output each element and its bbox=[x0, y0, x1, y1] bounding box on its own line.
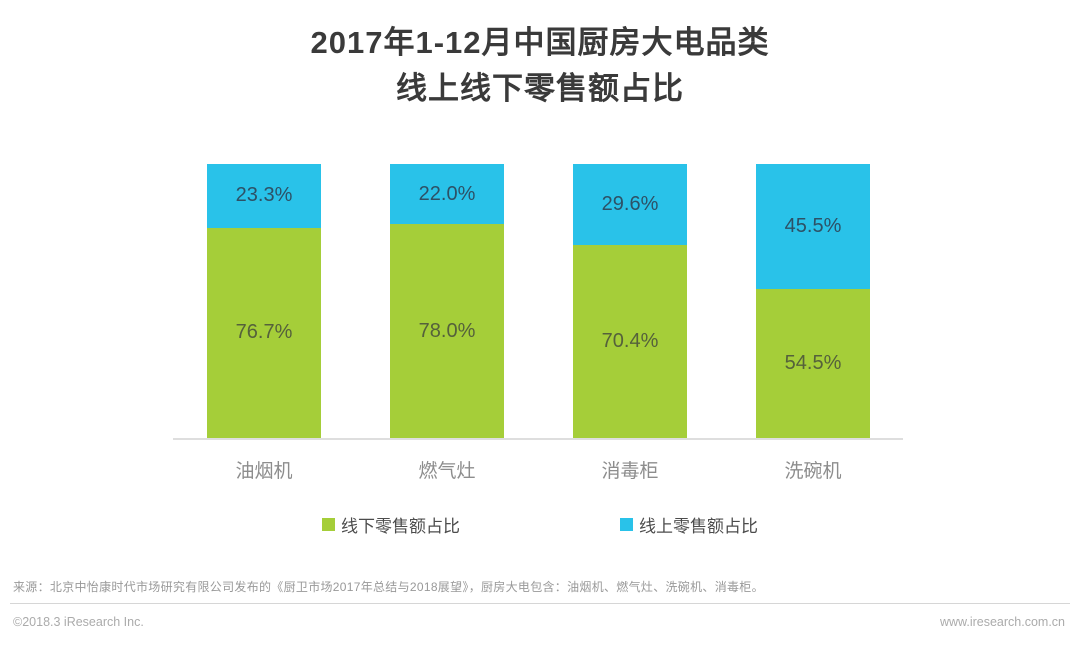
plot-area: 23.3% 76.7% 22.0% 78.0% 29.6% 70.4% 45.5… bbox=[173, 164, 903, 440]
bar-value-label: 29.6% bbox=[601, 193, 659, 216]
bar-value-label: 78.0% bbox=[418, 319, 476, 342]
bar-segment-online: 45.5% bbox=[756, 164, 870, 289]
bar-segment-online: 22.0% bbox=[390, 164, 504, 225]
bar-segment-offline: 54.5% bbox=[756, 288, 870, 438]
x-axis-label: 洗碗机 bbox=[784, 461, 842, 482]
legend-swatch-online-icon bbox=[620, 518, 633, 531]
website-url: www.iresearch.com.cn bbox=[939, 615, 1065, 629]
x-axis-label: 油烟机 bbox=[235, 461, 293, 482]
bar-column: 23.3% 76.7% bbox=[207, 164, 321, 438]
source-note: 来源：北京中怡康时代市场研究有限公司发布的《厨卫市场2017年总结与2018展望… bbox=[13, 580, 764, 594]
chart-title-line1: 2017年1-12月中国厨房大电品类 bbox=[310, 25, 770, 60]
bar-segment-offline: 76.7% bbox=[207, 227, 321, 438]
bar-value-label: 23.3% bbox=[235, 184, 293, 207]
x-axis-label: 消毒柜 bbox=[601, 461, 659, 482]
bar-value-label: 22.0% bbox=[418, 182, 476, 205]
legend-item-online: 线上零售额占比 bbox=[620, 512, 758, 537]
bar-column: 22.0% 78.0% bbox=[390, 164, 504, 438]
legend-label-online: 线上零售额占比 bbox=[639, 517, 758, 536]
legend-label-offline: 线下零售额占比 bbox=[341, 517, 460, 536]
bar-value-label: 54.5% bbox=[784, 351, 842, 374]
chart-title-line2: 线上线下零售额占比 bbox=[396, 71, 684, 106]
chart-title: 2017年1-12月中国厨房大电品类 线上线下零售额占比 bbox=[0, 20, 1080, 112]
legend: 线下零售额占比 线上零售额占比 bbox=[0, 512, 1080, 537]
bar-segment-online: 29.6% bbox=[573, 164, 687, 246]
bar-value-label: 76.7% bbox=[235, 321, 293, 344]
bar-segment-offline: 70.4% bbox=[573, 245, 687, 438]
footer-divider bbox=[10, 603, 1070, 604]
copyright-text: ©2018.3 iResearch Inc. bbox=[13, 615, 144, 629]
legend-swatch-offline-icon bbox=[322, 518, 335, 531]
bar-value-label: 70.4% bbox=[601, 330, 659, 353]
x-axis: 油烟机 燃气灶 消毒柜 洗碗机 bbox=[173, 456, 903, 483]
bar-value-label: 45.5% bbox=[784, 214, 842, 237]
legend-item-offline: 线下零售额占比 bbox=[322, 512, 460, 537]
bar-column: 45.5% 54.5% bbox=[756, 164, 870, 438]
bar-segment-online: 23.3% bbox=[207, 164, 321, 228]
bar-segment-offline: 78.0% bbox=[390, 224, 504, 438]
x-axis-label: 燃气灶 bbox=[418, 461, 476, 482]
bar-column: 29.6% 70.4% bbox=[573, 164, 687, 438]
